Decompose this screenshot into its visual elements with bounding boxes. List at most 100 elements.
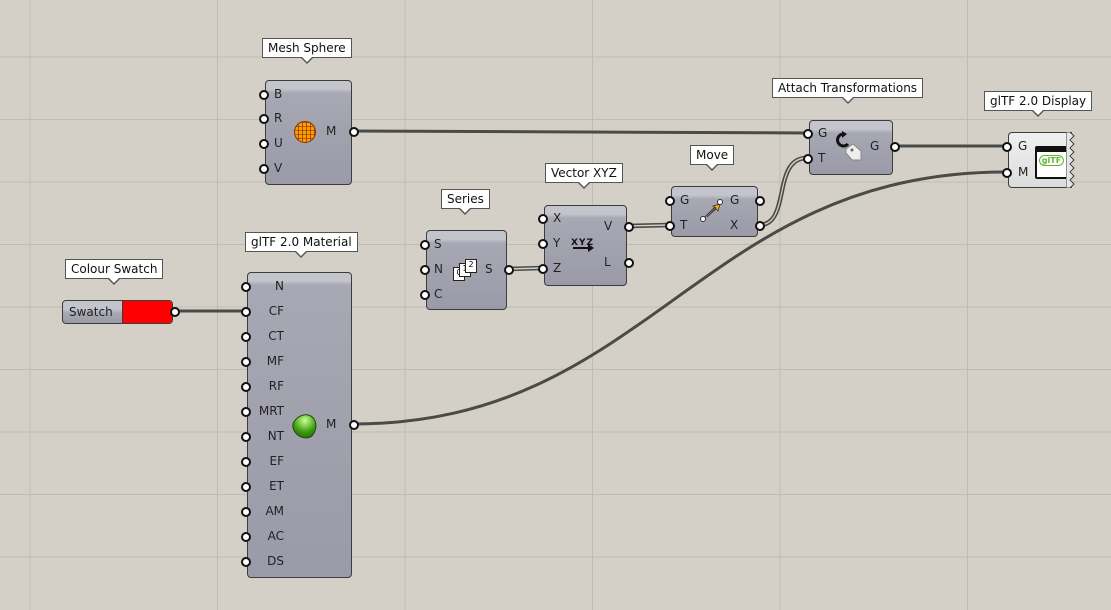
vector-xyz-icon: XYZ	[571, 230, 597, 254]
mesh-sphere-component[interactable]	[265, 80, 352, 185]
gltf-material-output-grip-m[interactable]	[349, 420, 359, 430]
vector-xyz-title: Vector XYZ	[545, 163, 623, 189]
colour-swatch-component[interactable]: Swatch	[62, 300, 173, 324]
mesh-sphere-input-v: V	[274, 161, 283, 175]
gltf-display-input-g: G	[1018, 139, 1028, 153]
gltf-material-component[interactable]	[247, 272, 352, 578]
gltf-material-input-mrt: MRT	[258, 404, 284, 418]
move-title: Move	[690, 145, 735, 171]
vector-xyz-input-grip-y[interactable]	[538, 239, 548, 249]
gltf-material-input-cf: CF	[268, 304, 284, 318]
wire-move-to-attach[interactable]	[758, 155, 808, 228]
vector-xyz-output-l: L	[604, 255, 611, 269]
wire-mesh-to-attach[interactable]	[352, 129, 808, 135]
attach-transformations-output-grip-g[interactable]	[890, 142, 900, 152]
attach-transform-icon	[836, 131, 862, 161]
series-input-c: C	[434, 287, 443, 301]
mesh-sphere-output-grip-m[interactable]	[349, 127, 359, 137]
swatch-color[interactable]	[122, 301, 172, 323]
mesh-sphere-input-grip-b[interactable]	[259, 90, 269, 100]
move-component[interactable]	[671, 186, 758, 237]
colour-swatch-title: Colour Swatch	[65, 259, 164, 285]
attach-transformations-component[interactable]	[809, 120, 893, 175]
gltf-display-zigzag-edge	[1066, 132, 1075, 188]
gltf-material-input-mf: MF	[266, 354, 284, 368]
gltf-material-input-ds: DS	[267, 554, 284, 568]
wire-vector-to-move[interactable]	[627, 222, 670, 229]
gltf-material-input-ct: CT	[268, 329, 284, 343]
vector-xyz-input-grip-z[interactable]	[538, 264, 548, 274]
vector-xyz-input-z: Z	[553, 261, 562, 275]
gltf-material-input-grip-cf[interactable]	[241, 307, 251, 317]
gltf-material-input-n: N	[275, 279, 284, 293]
vector-xyz-input-x: X	[553, 211, 562, 225]
vector-xyz-output-grip-v[interactable]	[624, 222, 634, 232]
gltf-material-input-et: ET	[269, 479, 284, 493]
colour-swatch-output-grip[interactable]	[170, 307, 180, 317]
move-output-grip-g[interactable]	[755, 196, 765, 206]
mesh-sphere-input-grip-r[interactable]	[259, 114, 269, 124]
mesh-sphere-input-grip-u[interactable]	[259, 139, 269, 149]
series-input-grip-c[interactable]	[420, 290, 430, 300]
mesh-sphere-input-grip-v[interactable]	[259, 164, 269, 174]
gltf-material-input-grip-n[interactable]	[241, 282, 251, 292]
gltf-material-input-grip-nt[interactable]	[241, 432, 251, 442]
gltf-material-input-ac: AC	[267, 529, 284, 543]
series-title: Series	[441, 189, 490, 215]
gltf-material-title: glTF 2.0 Material	[245, 232, 358, 258]
gltf-material-input-grip-ac[interactable]	[241, 532, 251, 542]
wire-material-to-display[interactable]	[352, 170, 1007, 426]
series-input-n: N	[434, 262, 443, 276]
gltf-material-input-rf: RF	[268, 379, 284, 393]
gltf-material-input-grip-mf[interactable]	[241, 357, 251, 367]
attach-transformations-input-grip-g[interactable]	[803, 129, 813, 139]
series-icon: 0 1 2	[453, 259, 477, 281]
gltf-material-input-grip-ef[interactable]	[241, 457, 251, 467]
gltf-material-input-grip-rf[interactable]	[241, 382, 251, 392]
gltf-material-input-ef: EF	[269, 454, 284, 468]
move-output-grip-x[interactable]	[755, 221, 765, 231]
gltf-display-title: glTF 2.0 Display	[984, 91, 1093, 117]
attach-transformations-input-t: T	[818, 151, 826, 165]
gltf-material-input-grip-ds[interactable]	[241, 557, 251, 567]
gltf-material-input-grip-mrt[interactable]	[241, 407, 251, 417]
gltf-material-input-grip-am[interactable]	[241, 507, 251, 517]
gltf-material-input-grip-ct[interactable]	[241, 332, 251, 342]
material-icon	[288, 409, 322, 443]
gltf-material-input-nt: NT	[267, 429, 284, 443]
mesh-sphere-title: Mesh Sphere	[262, 38, 352, 64]
attach-transformations-input-g: G	[818, 126, 828, 140]
mesh-sphere-output-m: M	[326, 124, 337, 138]
vector-xyz-output-v: V	[604, 219, 613, 233]
vector-xyz-input-y: Y	[553, 236, 561, 250]
series-input-s: S	[434, 237, 442, 251]
vector-xyz-component[interactable]: XYZ	[544, 205, 627, 286]
mesh-sphere-input-u: U	[274, 136, 283, 150]
mesh-sphere-icon	[294, 121, 316, 143]
swatch-label: Swatch	[69, 305, 113, 319]
move-input-grip-t[interactable]	[665, 221, 675, 231]
gltf-display-input-m: M	[1018, 165, 1029, 179]
mesh-sphere-input-r: R	[274, 111, 283, 125]
move-input-grip-g[interactable]	[665, 196, 675, 206]
gltf-display-input-grip-m[interactable]	[1002, 168, 1012, 178]
move-input-t: T	[680, 218, 688, 232]
gltf-display-input-grip-g[interactable]	[1002, 142, 1012, 152]
attach-transformations-title: Attach Transformations	[772, 78, 924, 104]
series-output-s: S	[485, 262, 493, 276]
series-output-grip-s[interactable]	[504, 265, 514, 275]
gltf-material-input-grip-et[interactable]	[241, 482, 251, 492]
gltf-display-component[interactable]: glTF	[1008, 132, 1072, 188]
gltf-icon: glTF	[1035, 146, 1068, 179]
gltf-material-output-m: M	[326, 417, 337, 431]
vector-xyz-output-grip-l[interactable]	[624, 258, 634, 268]
move-output-x: X	[730, 218, 739, 232]
vector-xyz-input-grip-x[interactable]	[538, 214, 548, 224]
gltf-material-input-am: AM	[265, 504, 284, 518]
attach-transformations-input-grip-t[interactable]	[803, 154, 813, 164]
mesh-sphere-input-b: B	[274, 87, 283, 101]
attach-transformations-output-g: G	[870, 139, 880, 153]
series-input-grip-s[interactable]	[420, 240, 430, 250]
series-input-grip-n[interactable]	[420, 265, 430, 275]
